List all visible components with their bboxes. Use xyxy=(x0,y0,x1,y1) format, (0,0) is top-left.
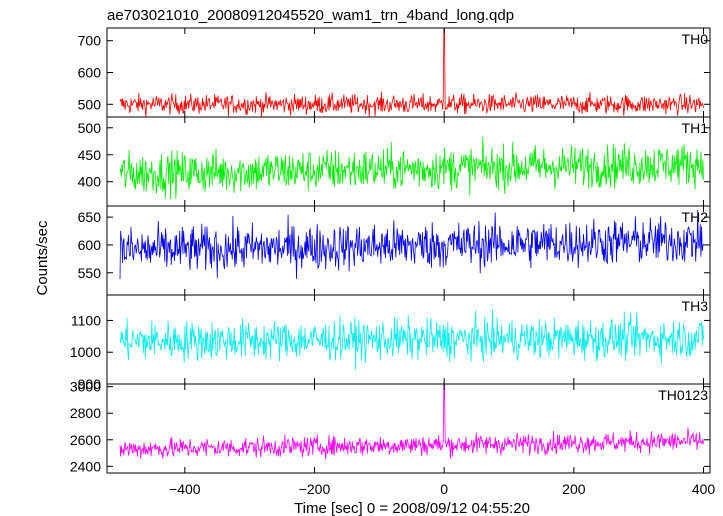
y-tick-label: 400 xyxy=(78,174,102,190)
chart-title: ae703021010_20080912045520_wam1_trn_4ban… xyxy=(107,7,514,24)
series-line-th0123 xyxy=(119,384,704,460)
panel-th2: 550 600 650 TH2 xyxy=(78,205,711,296)
y-tick-label: 550 xyxy=(78,265,102,281)
y-tick-label: 500 xyxy=(78,120,102,136)
panel-label: TH2 xyxy=(682,209,709,225)
series-line-th0 xyxy=(119,28,704,117)
panel-th1: 400 450 500 TH1 xyxy=(78,116,711,207)
y-tick-label: 600 xyxy=(78,65,102,81)
x-tick-label: 0 xyxy=(440,481,448,497)
y-tick-label: 1100 xyxy=(71,312,101,328)
y-axis-label: Counts/sec xyxy=(34,220,51,296)
series-line-th1 xyxy=(119,136,704,200)
x-tick-label: 200 xyxy=(562,481,586,497)
y-tick-label: 500 xyxy=(78,96,102,112)
panel-th3: 900 1000 1100 TH3 xyxy=(70,294,711,392)
panel-label: TH0 xyxy=(682,31,709,47)
x-axis-label: Time [sec] 0 = 2008/09/12 04:55:20 xyxy=(294,500,530,516)
panel-frame xyxy=(106,383,711,474)
y-tick-label: 650 xyxy=(78,209,102,225)
x-tick-label: 400 xyxy=(692,481,716,497)
panels: 500 600 700 TH0 400 450 500 TH1 550 600 650 TH2 900 1… xyxy=(70,27,711,474)
panel-label: TH0123 xyxy=(658,387,708,403)
x-axis-ticks: −400 −200 0 200 400 xyxy=(169,481,715,497)
x-tick-label: −400 xyxy=(169,481,201,497)
y-tick-label: 700 xyxy=(78,33,102,49)
y-tick-label: 600 xyxy=(78,237,102,253)
panel-label: TH3 xyxy=(682,298,709,314)
y-tick-label: 2400 xyxy=(70,458,101,474)
x-tick-label: −200 xyxy=(299,481,331,497)
y-tick-label: 2600 xyxy=(70,432,101,448)
y-tick-label: 450 xyxy=(78,147,102,163)
panel-label: TH1 xyxy=(682,120,709,136)
series-line-th3 xyxy=(119,309,704,370)
y-tick-label: 2800 xyxy=(70,405,101,421)
panel-frame xyxy=(106,205,711,296)
y-tick-label: 1000 xyxy=(70,344,101,360)
y-tick-label: 900 xyxy=(78,376,102,392)
panel-th0123: 2400 2600 2800 3000 TH0123 xyxy=(70,379,711,474)
panel-th0: 500 600 700 TH0 xyxy=(78,27,711,118)
y-tick-label: 3000 xyxy=(70,379,101,395)
series-line-th2 xyxy=(119,209,704,280)
